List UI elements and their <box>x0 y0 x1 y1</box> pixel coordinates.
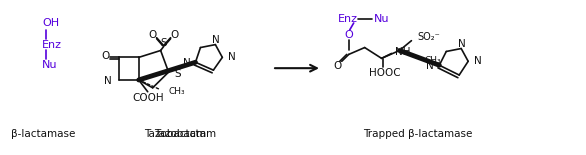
Text: N: N <box>213 35 220 45</box>
Text: Nu: Nu <box>42 60 57 70</box>
Text: COOH: COOH <box>132 93 163 103</box>
Text: β-lactamase: β-lactamase <box>11 129 76 139</box>
Text: HOOC: HOOC <box>369 68 400 78</box>
Text: S: S <box>161 38 167 48</box>
Text: Trapped β-lactamase: Trapped β-lactamase <box>363 129 472 139</box>
Text: N: N <box>474 56 482 66</box>
Text: OH: OH <box>42 18 59 28</box>
Text: O: O <box>148 30 157 40</box>
Text: CH₃: CH₃ <box>169 87 185 96</box>
Text: Tazobactam: Tazobactam <box>155 129 217 139</box>
Text: N: N <box>458 39 466 49</box>
Text: S: S <box>175 69 181 79</box>
Text: Enz: Enz <box>338 14 357 24</box>
Text: N: N <box>229 52 236 62</box>
Text: O: O <box>345 30 353 40</box>
Text: NH: NH <box>394 47 410 58</box>
Text: N: N <box>183 58 190 68</box>
Text: N: N <box>104 76 112 86</box>
Text: CH₃: CH₃ <box>424 56 441 65</box>
Text: O: O <box>102 51 110 61</box>
Text: N: N <box>425 61 433 71</box>
Text: Tazobactam: Tazobactam <box>145 129 207 139</box>
Text: Enz: Enz <box>42 40 62 50</box>
Text: SO₂⁻: SO₂⁻ <box>417 32 440 42</box>
Text: O: O <box>171 30 179 40</box>
Text: Nu: Nu <box>374 14 389 24</box>
Text: O: O <box>333 61 342 71</box>
